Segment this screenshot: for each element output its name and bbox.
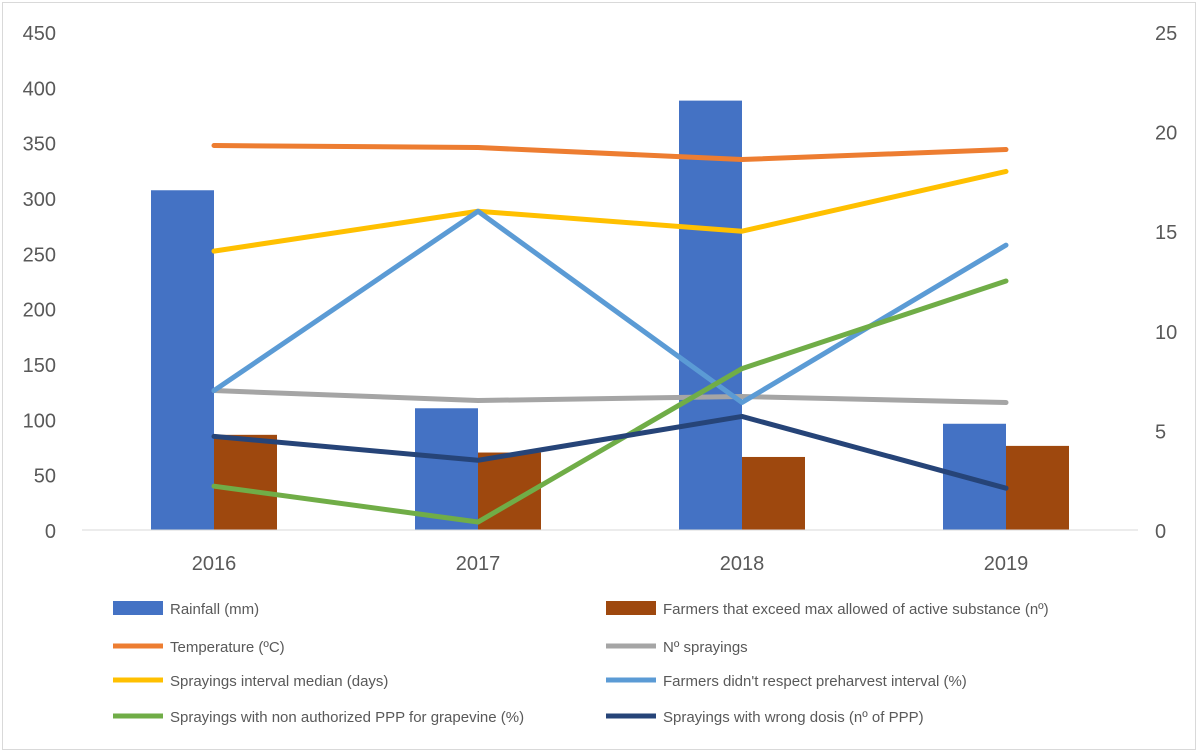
line-farmers-didn-t-respect-preharvest-interval [211,208,1009,406]
legend-label: Sprayings with non authorized PPP for gr… [170,709,524,726]
x-tick-label: 2019 [984,553,1029,575]
bar-rainfall-mm-2019 [943,423,1006,530]
legend-item-farmers-that-exceed-max-allowed-of-active-substance-n: Farmers that exceed max allowed of activ… [606,601,1049,618]
bar-rainfall-mm-2017 [415,408,478,530]
line-series [211,143,1009,525]
bar-rainfall-mm-2016 [151,190,214,530]
line-n-sprayings [211,388,1009,406]
left-tick-label: 250 [23,244,56,266]
legend-label: Rainfall (mm) [170,601,259,618]
legend-item-farmers-didn-t-respect-preharvest-interval: Farmers didn't respect preharvest interv… [606,673,967,690]
left-tick-label: 400 [23,78,56,100]
legend-label: Nº sprayings [663,639,748,656]
left-tick-label: 100 [23,410,56,432]
line-sprayings-with-non-authorized-ppp-for-grapevine [211,278,1009,525]
right-tick-label: 25 [1155,23,1177,45]
legend-item-rainfall-mm: Rainfall (mm) [113,601,259,618]
legend-item-n-sprayings: Nº sprayings [606,639,748,656]
legend-swatch [606,601,656,615]
bar-rainfall-mm-2018 [679,100,742,530]
line-temperature-c [211,143,1009,162]
left-axis-ticks: 0 50 100 150 200 250 300 350 400 450 [23,23,56,543]
right-tick-label: 10 [1155,322,1177,344]
line-sprayings-interval-median-days [211,168,1009,254]
x-tick-label: 2017 [456,553,501,575]
bar-farmers-that-exceed-max-allowed-of-active-substance-n-2018 [742,456,805,530]
left-tick-label: 200 [23,300,56,322]
left-tick-label: 350 [23,134,56,156]
legend-swatch [113,601,163,615]
legend-item-temperature-c: Temperature (ºC) [113,639,285,656]
right-tick-label: 5 [1155,421,1166,443]
bar-farmers-that-exceed-max-allowed-of-active-substance-n-2019 [1006,445,1069,530]
legend-label: Farmers didn't respect preharvest interv… [663,673,967,690]
left-tick-label: 450 [23,23,56,45]
x-tick-label: 2018 [720,553,765,575]
legend: Rainfall (mm) Farmers that exceed max all… [113,601,1049,726]
legend-item-sprayings-with-wrong-dosis-n-of-ppp: Sprayings with wrong dosis (nº of PPP) [606,709,924,726]
right-tick-label: 15 [1155,222,1177,244]
right-tick-label: 20 [1155,123,1177,145]
legend-label: Sprayings interval median (days) [170,673,388,690]
line-sprayings-with-wrong-dosis-n-of-ppp [211,413,1009,491]
left-tick-label: 150 [23,355,56,377]
legend-label: Temperature (ºC) [170,639,285,656]
bar-farmers-that-exceed-max-allowed-of-active-substance-n-2016 [214,434,277,530]
legend-item-sprayings-with-non-authorized-ppp-for-grapevine: Sprayings with non authorized PPP for gr… [113,709,524,726]
legend-label: Farmers that exceed max allowed of activ… [663,601,1049,618]
legend-label: Sprayings with wrong dosis (nº of PPP) [663,709,924,726]
x-tick-label: 2016 [192,553,237,575]
left-tick-label: 0 [45,521,56,543]
x-axis-labels: 2016 2017 2018 2019 [192,553,1029,575]
left-tick-label: 300 [23,189,56,211]
right-tick-label: 0 [1155,521,1166,543]
left-tick-label: 50 [34,466,56,488]
right-axis-ticks: 0 5 10 15 20 25 [1155,23,1177,543]
bar-series [151,100,1069,530]
legend-item-sprayings-interval-median-days: Sprayings interval median (days) [113,673,388,690]
